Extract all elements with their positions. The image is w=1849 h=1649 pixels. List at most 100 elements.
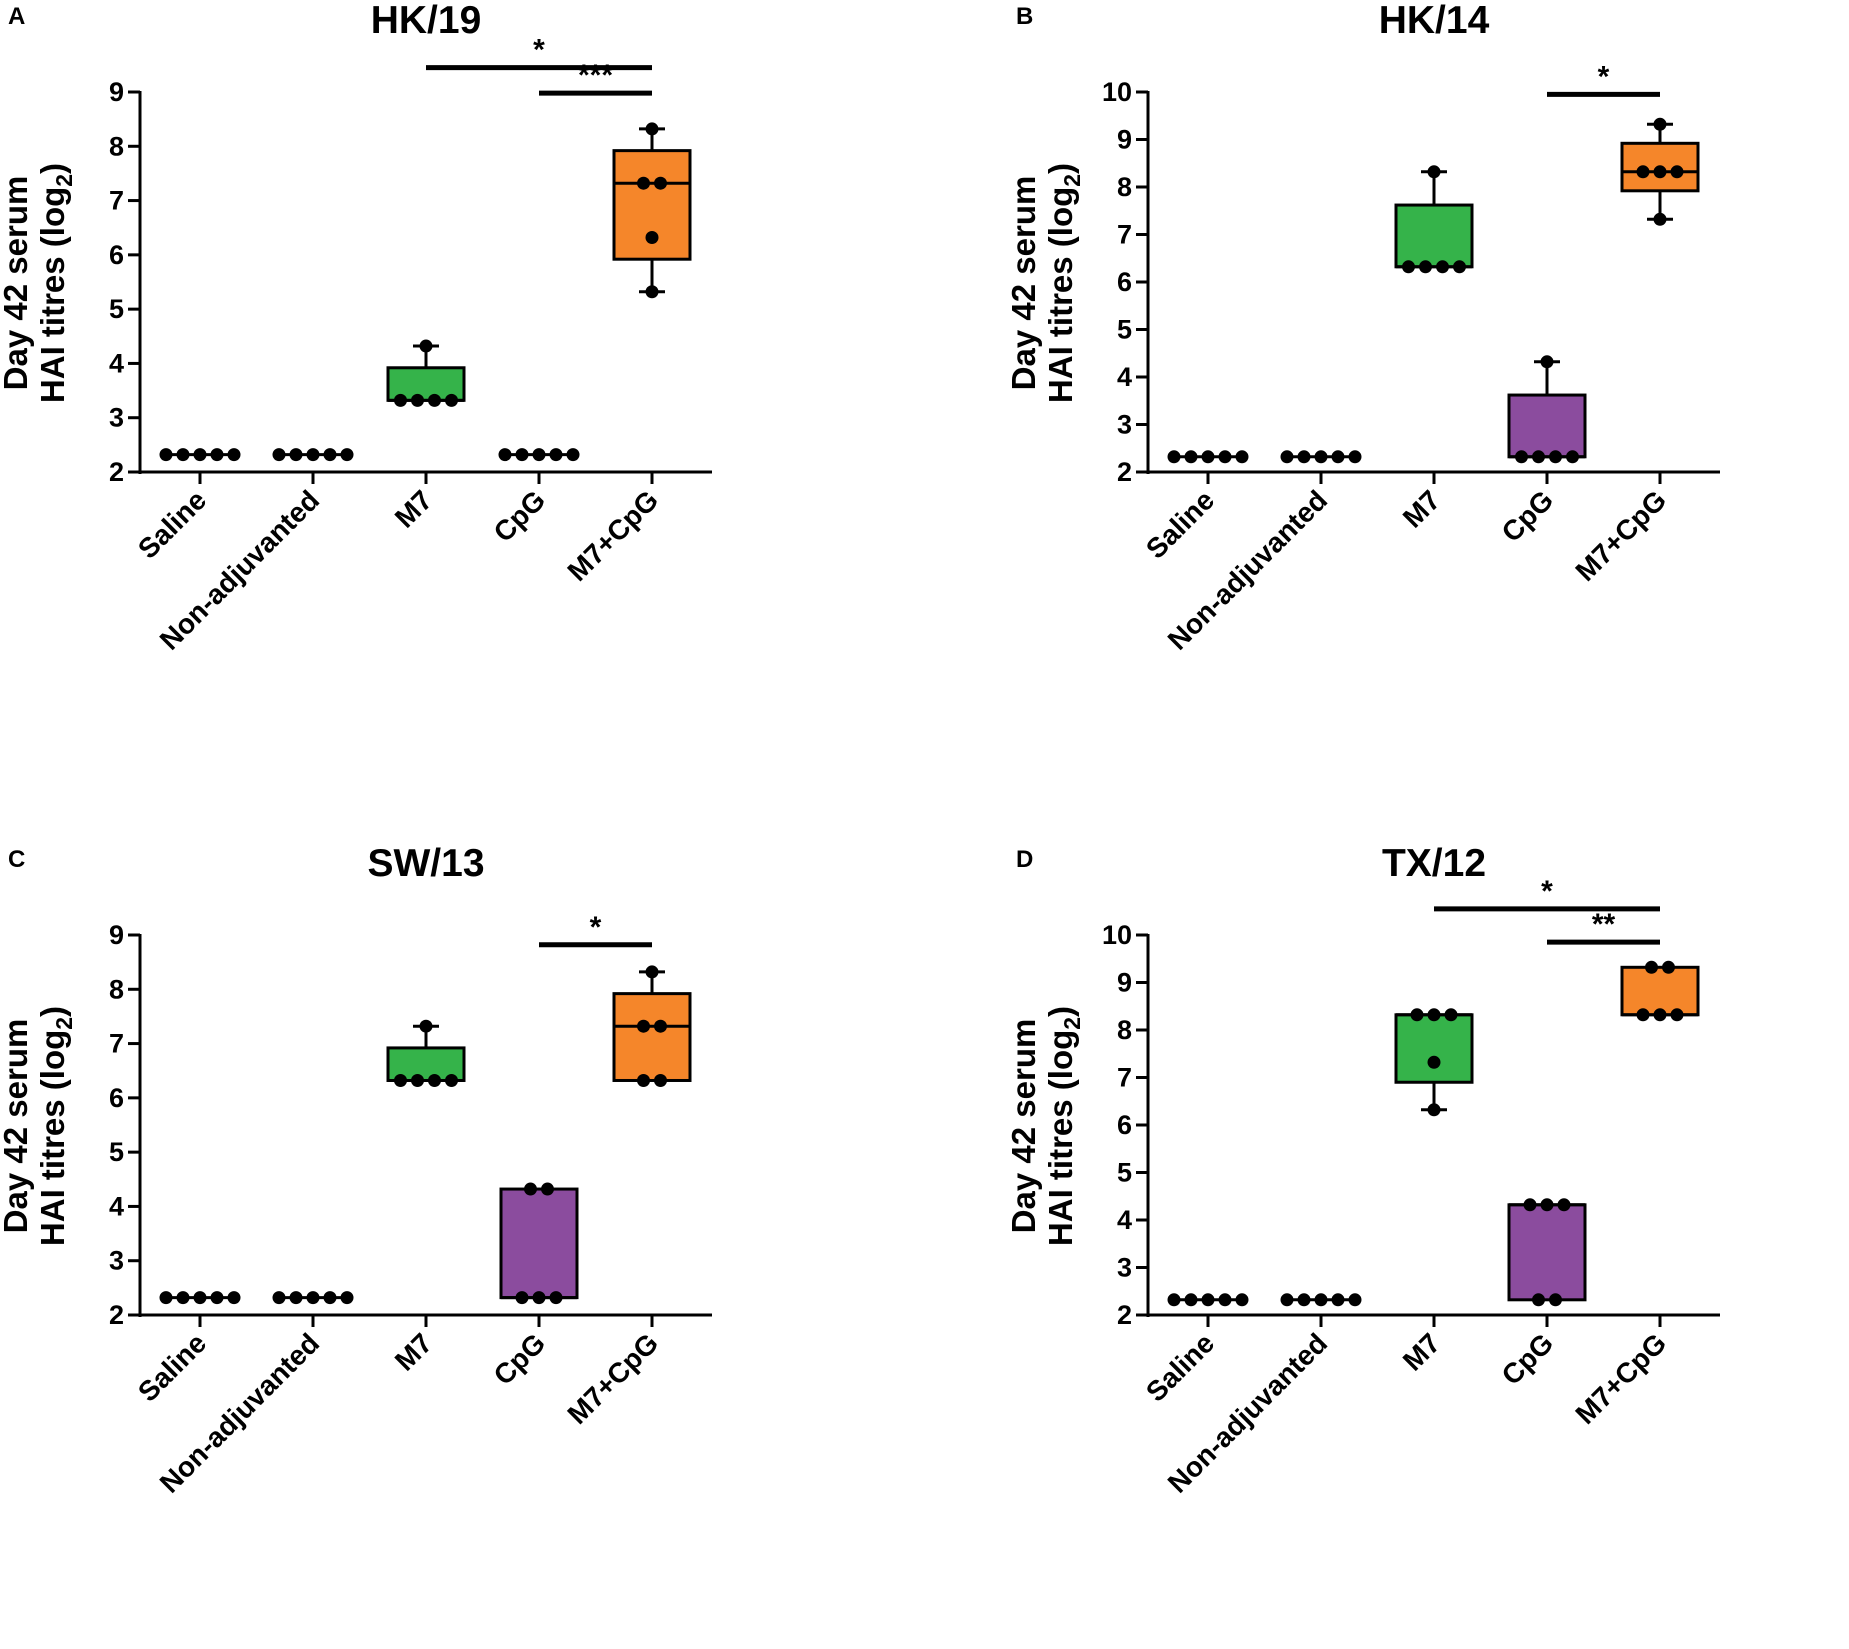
y-tick-label-d: 6 xyxy=(1117,1110,1132,1140)
y-tick-label-c: 6 xyxy=(109,1083,124,1113)
y-tick-label-b: 4 xyxy=(1117,362,1132,392)
data-point xyxy=(1184,1293,1198,1307)
panel-d: D TX/12 2 3 4 5 6 7 8 9 10 Day 42 serum HAI titres (… xyxy=(1005,842,1849,1649)
box-a-cpg xyxy=(498,448,580,462)
data-point xyxy=(637,1019,650,1033)
data-point xyxy=(176,1291,190,1305)
data-point xyxy=(159,448,173,462)
data-point xyxy=(1653,117,1667,131)
box-b-m7 xyxy=(1394,165,1474,274)
y-tick-label-d: 9 xyxy=(1117,968,1132,998)
box-d-non-adjuvanted xyxy=(1280,1293,1362,1307)
data-point xyxy=(340,1291,354,1305)
data-point xyxy=(645,122,659,136)
y-tick-label-b: 2 xyxy=(1117,457,1132,487)
significance-label-a: *** xyxy=(578,59,613,92)
data-point xyxy=(1201,1293,1215,1307)
y-tick-label-b: 5 xyxy=(1117,315,1132,345)
data-point xyxy=(1348,450,1362,464)
data-point xyxy=(1515,450,1528,464)
x-tick-label-c: CpG xyxy=(488,1327,552,1391)
box-iqr xyxy=(1620,965,1700,1017)
data-point xyxy=(419,1019,433,1033)
y-axis-label-main-b: HAI titres (log xyxy=(1042,187,1079,403)
data-point xyxy=(515,1291,529,1305)
data-point xyxy=(1549,1293,1562,1307)
y-tick-label-b: 7 xyxy=(1117,220,1132,250)
data-point xyxy=(323,1291,337,1305)
y-tick-label-c: 7 xyxy=(109,1029,124,1059)
y-axis-label-sub-a: 2 xyxy=(51,174,77,187)
box-a-m7 xyxy=(386,339,466,407)
data-point xyxy=(394,393,407,407)
data-point xyxy=(411,1073,424,1087)
y-axis-label-sub-b: 2 xyxy=(1059,174,1085,187)
data-point xyxy=(1670,165,1684,179)
y-tick-label-d: 2 xyxy=(1117,1300,1132,1330)
y-tick-label-a: 7 xyxy=(109,186,124,216)
data-point xyxy=(1410,1008,1424,1022)
y-axis-label-main-c: HAI titres (log xyxy=(34,1030,71,1246)
data-point xyxy=(1235,1293,1249,1307)
data-point xyxy=(1532,450,1545,464)
y-axis-label-b: Day 42 serum xyxy=(1005,176,1042,391)
data-point xyxy=(1314,1293,1328,1307)
panel-a: A HK/19 2 3 4 5 6 7 8 9 Day 42 serum HAI titres (lo… xyxy=(0,0,924,806)
data-point xyxy=(654,1019,667,1033)
data-point xyxy=(1280,450,1294,464)
significance-label-b: * xyxy=(1598,60,1610,93)
box-iqr xyxy=(1394,203,1474,269)
y-tick-label-c: 4 xyxy=(109,1191,124,1221)
data-point xyxy=(1540,355,1554,369)
panel-letter-a: A xyxy=(8,3,25,30)
chart-svg-c: C SW/13 2 3 4 5 6 7 8 9 Day 42 serum HAI titres (lo… xyxy=(0,842,712,1499)
data-point xyxy=(193,1291,207,1305)
data-point xyxy=(1427,1055,1441,1069)
data-point xyxy=(1235,450,1249,464)
box-iqr xyxy=(612,149,692,261)
data-point xyxy=(340,448,354,462)
x-tick-label-d: CpG xyxy=(1496,1327,1560,1391)
data-point xyxy=(1523,1198,1537,1212)
data-point xyxy=(210,448,224,462)
data-point xyxy=(1280,1293,1294,1307)
data-point xyxy=(1331,450,1345,464)
y-tick-label-d: 3 xyxy=(1117,1253,1132,1283)
data-point xyxy=(654,1073,667,1087)
y-tick-label-a: 6 xyxy=(109,240,124,270)
data-point xyxy=(445,1073,458,1087)
x-tick-label-a: CpG xyxy=(488,484,552,548)
data-point xyxy=(176,448,190,462)
data-point xyxy=(394,1073,407,1087)
data-point xyxy=(1218,450,1232,464)
y-tick-label-b: 3 xyxy=(1117,410,1132,440)
data-point xyxy=(1167,450,1181,464)
significance-label-d: ** xyxy=(1592,908,1616,941)
box-b-cpg xyxy=(1507,355,1587,464)
data-point xyxy=(1653,1008,1667,1022)
y-axis-label-sub-d: 2 xyxy=(1059,1017,1085,1030)
y-tick-label-a: 8 xyxy=(109,131,124,161)
x-tick-label-b: M7+CpG xyxy=(1569,484,1672,587)
box-b-saline xyxy=(1167,450,1249,464)
data-point xyxy=(323,448,337,462)
box-d-m7-cpg xyxy=(1620,960,1700,1022)
data-point xyxy=(289,448,303,462)
y-axis-label-line2-b: HAI titres (log2) xyxy=(1042,163,1085,403)
data-point xyxy=(272,1291,286,1305)
data-point xyxy=(637,176,650,190)
data-point xyxy=(1645,960,1658,974)
y-tick-label-b: 9 xyxy=(1117,125,1132,155)
chart-svg-d: D TX/12 2 3 4 5 6 7 8 9 10 Day 42 serum HAI titres (… xyxy=(1005,842,1720,1499)
y-axis-label-a: Day 42 serum xyxy=(0,176,34,391)
y-tick-label-d: 8 xyxy=(1117,1015,1132,1045)
data-point xyxy=(1419,260,1432,274)
data-point xyxy=(1532,1293,1545,1307)
x-tick-label-d: Saline xyxy=(1140,1327,1220,1407)
box-c-m7 xyxy=(386,1019,466,1087)
data-point xyxy=(1427,1008,1441,1022)
data-point xyxy=(210,1291,224,1305)
data-point xyxy=(1167,1293,1181,1307)
data-point xyxy=(1184,450,1198,464)
data-point xyxy=(1557,1198,1571,1212)
